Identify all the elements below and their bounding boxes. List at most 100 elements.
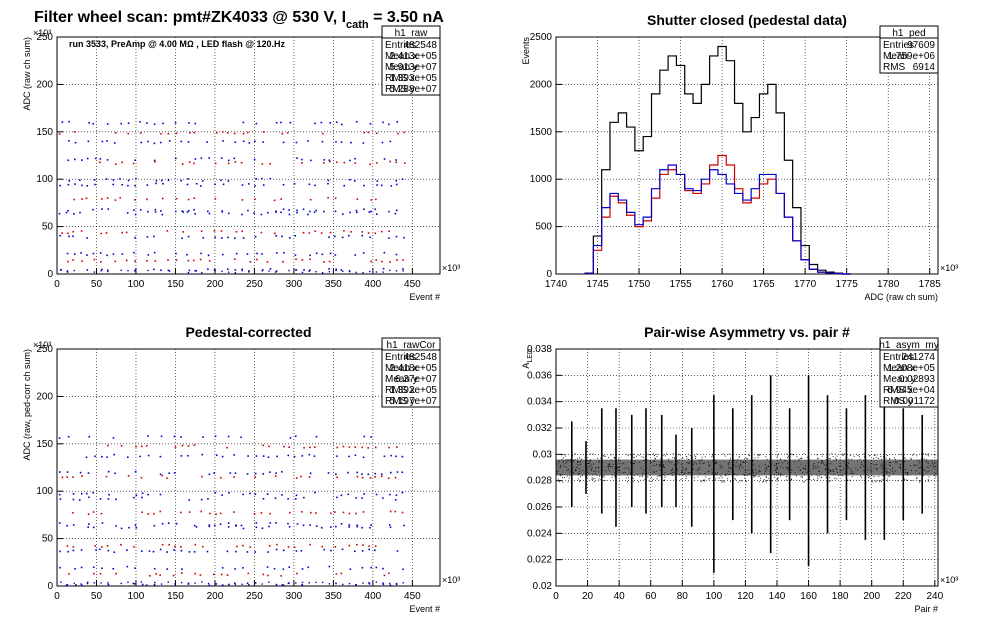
data-point	[388, 237, 390, 239]
data-point	[276, 543, 278, 546]
y-tick-label: 0.028	[527, 476, 552, 487]
data-point	[700, 481, 702, 483]
data-point	[139, 455, 141, 458]
data-point	[315, 435, 318, 438]
data-point	[67, 159, 70, 162]
data-point	[127, 475, 130, 477]
data-point	[128, 526, 130, 529]
data-point	[841, 474, 843, 476]
data-point	[115, 498, 117, 501]
y-tick-label: 1500	[530, 127, 553, 138]
data-point	[821, 476, 823, 478]
data-point	[602, 480, 604, 482]
y-tick-label: 0.024	[527, 528, 552, 539]
data-point	[608, 456, 610, 458]
data-point	[134, 470, 137, 473]
data-point	[627, 467, 629, 469]
x-axis-label: ADC (raw ch sum)	[864, 292, 938, 302]
data-point	[395, 494, 398, 496]
data-point	[189, 131, 191, 134]
data-point	[114, 132, 117, 134]
data-point	[861, 461, 863, 463]
data-point	[752, 472, 754, 473]
data-point	[92, 208, 94, 211]
x-tick-label: 0	[54, 591, 60, 602]
data-point	[275, 210, 277, 213]
data-point	[700, 459, 702, 461]
data-point	[335, 525, 337, 528]
data-point	[871, 471, 873, 473]
data-point	[262, 498, 265, 500]
data-point	[234, 524, 237, 527]
data-point	[101, 567, 103, 570]
data-point	[221, 270, 223, 273]
data-point	[562, 477, 564, 479]
data-point	[740, 463, 742, 465]
data-point	[234, 472, 237, 474]
data-point	[780, 473, 782, 475]
data-point	[910, 465, 911, 467]
data-point	[282, 260, 284, 263]
data-point	[395, 235, 398, 238]
data-point	[363, 184, 365, 187]
data-point	[835, 458, 837, 460]
stats-row-value: 241274	[902, 352, 936, 363]
data-point	[354, 157, 356, 160]
plot-frame	[555, 36, 939, 275]
data-point	[58, 437, 61, 439]
data-point	[380, 184, 383, 187]
chart-panel-ped: 1740 1745 1750 1755 1760 1765 1770 1775 1780 1785…	[521, 12, 958, 302]
data-point	[926, 471, 928, 473]
data-point	[748, 454, 750, 456]
data-point	[141, 492, 144, 495]
data-point	[673, 464, 675, 466]
data-point	[327, 182, 329, 185]
data-point	[608, 466, 610, 468]
data-point	[256, 252, 258, 255]
data-point	[106, 140, 108, 142]
data-point	[640, 467, 642, 469]
data-point	[361, 446, 364, 449]
data-point	[828, 458, 830, 460]
data-point	[815, 466, 817, 468]
data-point	[829, 477, 831, 479]
data-point	[135, 526, 138, 529]
data-point	[209, 512, 211, 515]
data-point	[650, 462, 652, 464]
data-point	[395, 253, 398, 256]
stats-row-label: Mean x	[385, 51, 418, 62]
data-point	[172, 574, 175, 577]
data-point	[167, 269, 169, 271]
data-point	[235, 252, 238, 255]
data-point	[762, 481, 764, 483]
data-point	[215, 513, 217, 516]
data-point	[589, 460, 591, 462]
data-point	[148, 550, 151, 552]
data-point	[282, 584, 285, 587]
y-tick-label: 0.038	[527, 344, 552, 355]
data-point	[824, 469, 826, 471]
data-point	[588, 463, 590, 464]
data-point	[566, 469, 568, 471]
data-point	[100, 512, 103, 515]
data-point	[328, 159, 331, 162]
data-point	[368, 270, 371, 273]
data-point	[923, 468, 925, 470]
data-point	[153, 583, 156, 586]
x-tick-label: 100	[706, 591, 723, 602]
data-point	[173, 549, 175, 551]
data-point	[643, 456, 645, 458]
data-point	[93, 179, 96, 181]
data-point	[744, 469, 746, 471]
data-point	[602, 455, 604, 456]
data-point	[895, 462, 897, 464]
data-point	[937, 466, 939, 468]
data-point	[80, 566, 83, 569]
data-point	[562, 460, 564, 462]
data-point	[126, 212, 129, 214]
data-point	[374, 232, 377, 235]
data-point	[335, 269, 337, 272]
data-point	[851, 476, 853, 477]
x-axis-label: Event #	[409, 292, 440, 302]
data-point	[220, 573, 223, 576]
